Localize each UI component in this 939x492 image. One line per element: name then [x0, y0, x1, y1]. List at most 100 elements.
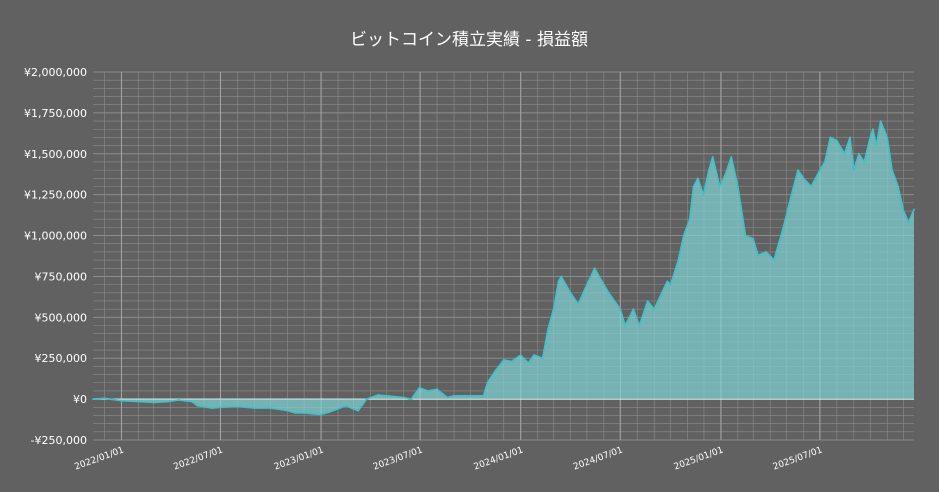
data-point [469, 394, 472, 397]
data-point [697, 177, 699, 180]
series-area-fill [93, 121, 914, 415]
data-point [708, 169, 710, 172]
chart-title: ビットコイン積立実績 - 損益額 [350, 30, 588, 50]
data-point [765, 251, 768, 253]
y-tick-label: ¥250,000 [35, 352, 88, 365]
data-point [603, 283, 605, 286]
data-point [560, 275, 563, 278]
x-axis-tick-labels: 2022/01/01 2022/07/01 2023/01/01 2023/07/01… [73, 445, 824, 472]
data-point [843, 152, 846, 155]
data-point [849, 136, 851, 139]
data-point [752, 237, 755, 240]
data-point [886, 136, 889, 139]
y-tick-label: -¥250,000 [31, 434, 87, 447]
data-point [294, 412, 297, 414]
data-point [552, 308, 555, 311]
data-point [327, 411, 330, 414]
data-point [357, 409, 360, 412]
data-point [319, 413, 321, 416]
data-point [869, 136, 872, 139]
data-point [137, 400, 140, 403]
data-point [303, 412, 305, 414]
data-point [196, 404, 199, 407]
data-point [891, 169, 893, 172]
data-point [253, 407, 256, 409]
data-point [337, 408, 339, 410]
data-point [547, 327, 549, 330]
data-point [902, 210, 905, 212]
data-point [677, 259, 680, 261]
x-tick-label: 2025/01/01 [673, 445, 725, 472]
data-point [344, 404, 347, 407]
data-point [402, 396, 405, 399]
x-tick-label: 2022/07/01 [172, 445, 224, 472]
y-tick-label: ¥500,000 [35, 311, 88, 324]
data-point [152, 401, 155, 404]
x-tick-label: 2024/07/01 [572, 445, 624, 472]
data-point [863, 161, 866, 163]
data-point [660, 291, 663, 294]
data-point [607, 291, 610, 294]
data-point [730, 156, 733, 158]
data-point [92, 398, 94, 400]
data-point [646, 300, 649, 302]
data-point [286, 409, 289, 412]
data-point [510, 360, 513, 363]
data-point [836, 139, 838, 142]
data-point [702, 193, 705, 196]
data-point [688, 218, 691, 221]
data-point [541, 357, 544, 360]
data-point [682, 234, 685, 237]
data-point [624, 324, 627, 327]
y-tick-label: ¥0 [73, 393, 87, 406]
data-point [638, 324, 641, 327]
data-point [692, 185, 695, 188]
data-point [773, 259, 775, 261]
data-point [782, 226, 785, 229]
data-point [790, 193, 793, 196]
y-tick-label: ¥1,000,000 [24, 230, 87, 243]
series-layer [92, 120, 915, 416]
x-tick-label: 2023/01/01 [273, 445, 325, 472]
data-point [385, 394, 388, 397]
data-point [519, 354, 522, 356]
data-point [757, 254, 759, 257]
data-point [819, 169, 821, 172]
data-point [852, 169, 855, 172]
data-point [365, 398, 368, 400]
data-point [724, 172, 727, 175]
data-point [453, 394, 455, 397]
data-point [482, 394, 485, 397]
data-point [120, 399, 123, 402]
data-point [586, 283, 588, 286]
data-point [377, 394, 379, 396]
data-point [533, 354, 535, 356]
data-point [744, 234, 747, 237]
data-point [557, 280, 560, 283]
data-point [502, 359, 505, 361]
data-point [666, 280, 669, 283]
data-point [875, 144, 878, 147]
data-point [167, 400, 170, 403]
data-point [823, 161, 826, 163]
y-axis-tick-labels: -¥250,000 ¥0 ¥250,000 ¥500,000 ¥750,000 ¥1,00… [24, 66, 87, 447]
data-point [718, 185, 721, 188]
data-point [410, 398, 413, 400]
data-point [527, 362, 530, 364]
x-tick-label: 2023/07/01 [372, 445, 424, 472]
data-point [653, 308, 656, 311]
data-point [857, 152, 860, 155]
data-point [494, 370, 496, 373]
data-point [913, 208, 915, 211]
y-tick-label: ¥1,500,000 [24, 148, 87, 161]
data-point [236, 405, 239, 408]
data-point [210, 407, 213, 409]
data-point [352, 408, 355, 410]
data-point [810, 185, 813, 188]
data-point [436, 388, 438, 391]
y-tick-label: ¥1,750,000 [24, 107, 87, 120]
data-point [669, 283, 672, 286]
data-point [632, 308, 635, 311]
